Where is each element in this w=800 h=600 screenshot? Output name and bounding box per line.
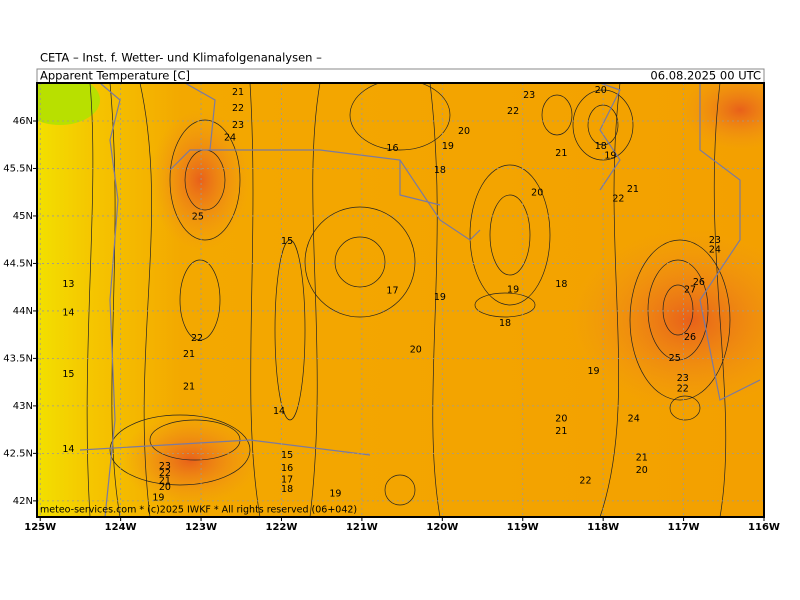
contour-label: 22: [579, 475, 591, 486]
lon-label: 117W: [668, 522, 700, 533]
contour-label: 21: [555, 148, 567, 159]
contour-label: 21: [232, 87, 244, 98]
contour-label: 23: [232, 120, 244, 131]
lon-label: 121W: [346, 522, 378, 533]
contour-label: 19: [152, 493, 164, 504]
contour-label: 19: [587, 366, 599, 377]
contour-label: 22: [677, 383, 689, 394]
axes: 125W 124W 123W 122W 121W 120W 119W 118W 117W 116W…: [3, 83, 780, 533]
contour-label: 22: [507, 106, 519, 117]
contour-label: 17: [386, 285, 398, 296]
lat-label: 42.5N: [3, 448, 33, 459]
contour-label: 19: [442, 141, 454, 152]
contour-label: 21: [555, 426, 567, 437]
valid-time: 06.08.2025 00 UTC: [650, 69, 761, 83]
contour-label: 22: [232, 103, 244, 114]
header: CETA – Inst. f. Wetter- und Klimafolgena…: [40, 51, 322, 65]
contour-label: 20: [636, 465, 648, 476]
contour-label: 23: [523, 90, 535, 101]
contour-label: 15: [281, 236, 293, 247]
lon-label: 116W: [748, 522, 780, 533]
contour-label: 20: [458, 126, 470, 137]
contour-label: 21: [627, 184, 639, 195]
contour-label: 21: [636, 453, 648, 464]
credit: meteo-services.com * (c)2025 IWKF * All …: [40, 505, 357, 516]
contour-label: 15: [281, 450, 293, 461]
warm-area: [150, 110, 250, 250]
contour-label: 18: [281, 484, 293, 495]
contour-label: 21: [159, 475, 171, 486]
contour-label: 14: [273, 406, 285, 417]
lat-label: 46N: [13, 116, 33, 127]
contour-label: 18: [595, 141, 607, 152]
contour-label: 14: [62, 307, 74, 318]
lat-label: 44.5N: [3, 258, 33, 269]
contour-label: 22: [191, 333, 203, 344]
contour-label: 23: [159, 461, 171, 472]
contour-label: 16: [281, 463, 293, 474]
contour-label: 26: [684, 332, 696, 343]
contour-label: 16: [386, 143, 398, 154]
cool-area: [37, 83, 100, 125]
contour-label: 20: [595, 85, 607, 96]
hot-area: [680, 83, 764, 150]
contour-label: 23: [709, 235, 721, 246]
contour-label: 19: [604, 151, 616, 162]
contour-label: 18: [499, 318, 511, 329]
lon-label: 122W: [266, 522, 298, 533]
lon-label: 123W: [185, 522, 217, 533]
lat-label: 43N: [13, 401, 33, 412]
contour-label: 22: [159, 468, 171, 479]
lat-label: 42N: [13, 496, 33, 507]
contour-label: 23: [677, 373, 689, 384]
contour-label: 19: [507, 285, 519, 296]
lat-label: 45N: [13, 211, 33, 222]
contour-label: 13: [62, 279, 74, 290]
contour-label: 20: [555, 414, 567, 425]
lon-label: 124W: [105, 522, 137, 533]
lon-label: 120W: [426, 522, 458, 533]
map-title: Apparent Temperature [C]: [40, 69, 190, 83]
contour-label: 18: [434, 165, 446, 176]
contour-label: 17: [281, 474, 293, 485]
contour-label: 24: [224, 133, 236, 144]
lon-label: 125W: [24, 522, 56, 533]
contour-label: 22: [612, 193, 624, 204]
contour-label: 20: [531, 188, 543, 199]
contours: [86, 83, 731, 517]
contour-label: 20: [410, 344, 422, 355]
lat-label: 43.5N: [3, 353, 33, 364]
contour-label: 24: [628, 414, 640, 425]
lon-label: 119W: [507, 522, 539, 533]
lon-label: 118W: [587, 522, 619, 533]
contour-label: 19: [434, 292, 446, 303]
contour-label: 21: [183, 349, 195, 360]
contour-label: 20: [159, 482, 171, 493]
contour-label: 26: [693, 277, 705, 288]
map-field: [37, 83, 764, 517]
map-frame: [36, 82, 765, 518]
contour-label: 18: [555, 279, 567, 290]
contour-label: 15: [62, 369, 74, 380]
lat-label: 44N: [13, 306, 33, 317]
contour-label: 21: [183, 381, 195, 392]
contour-label: 24: [709, 245, 721, 256]
contour-label: 27: [684, 285, 696, 296]
contour-label: 19: [329, 489, 341, 500]
contour-label: 25: [192, 211, 204, 222]
contour-label: 14: [62, 444, 74, 455]
contour-label: 25: [669, 353, 681, 364]
lat-label: 45.5N: [3, 163, 33, 174]
